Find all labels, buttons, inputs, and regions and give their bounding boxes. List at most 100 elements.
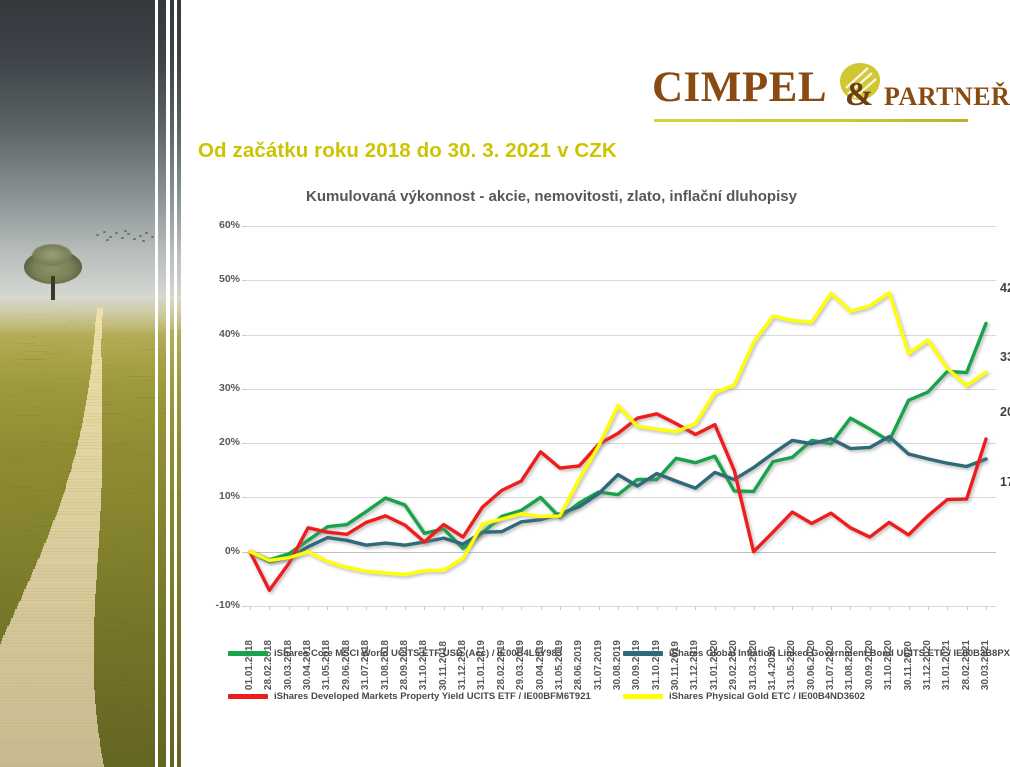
end-value-label: 33,08% (1000, 350, 1010, 364)
bird-glyph (142, 240, 145, 242)
end-value-label: 17,08% (1000, 475, 1010, 489)
y-tick-label: 10% (180, 490, 240, 502)
x-tick-mark (947, 606, 948, 610)
x-tick-mark (695, 606, 696, 610)
stripe-divider-3 (174, 0, 177, 767)
x-tick-mark (870, 606, 871, 610)
slide-canvas: CIMPEL & PARTNEŘI Od začátku roku 2018 d… (0, 0, 1010, 767)
x-tick-mark (889, 606, 890, 610)
end-value-label: 42,06% (1000, 281, 1010, 295)
y-tick-label: 50% (180, 273, 240, 285)
x-tick-mark (502, 606, 503, 610)
x-tick-mark (657, 606, 658, 610)
x-tick-mark (599, 606, 600, 610)
end-value-label: 20,77% (1000, 405, 1010, 419)
x-tick-mark (269, 606, 270, 610)
x-tick-mark (250, 606, 251, 610)
logo-underline (654, 119, 968, 122)
legend-label: iShares Core MSCI World UCITS ETF USD (A… (274, 648, 562, 659)
x-tick-mark (424, 606, 425, 610)
x-tick-mark (366, 606, 367, 610)
x-tick-mark (967, 606, 968, 610)
x-tick-mark (347, 606, 348, 610)
bird-glyph (145, 232, 148, 234)
y-tick-label: -10% (180, 599, 240, 611)
chart-container: 60%50%40%30%20%10%0%-10% 42,06%17,08%20,… (198, 215, 998, 635)
y-tick-label: 30% (180, 382, 240, 394)
chart-title: Kumulovaná výkonnost - akcie, nemovitost… (306, 188, 797, 205)
legend-color-swatch (623, 651, 663, 656)
x-tick-mark (463, 606, 464, 610)
x-tick-mark (618, 606, 619, 610)
x-tick-mark (560, 606, 561, 610)
legend-item[interactable]: iShares Global Inflation Linked Governme… (623, 648, 1010, 659)
x-tick-mark (773, 606, 774, 610)
y-tick-mark (242, 606, 246, 607)
decorative-photo (0, 0, 188, 767)
bird-glyph (115, 232, 118, 234)
x-tick-mark (386, 606, 387, 610)
x-tick-mark (715, 606, 716, 610)
logo-ampersand: & (845, 78, 873, 112)
bird-glyph (96, 234, 99, 236)
x-tick-mark (754, 606, 755, 610)
company-logo: CIMPEL & PARTNEŘI (652, 64, 970, 126)
stripe-divider-2 (166, 0, 170, 767)
x-tick-mark (637, 606, 638, 610)
logo-word-cimpel: CIMPEL (652, 66, 827, 109)
path-icon (0, 308, 188, 767)
x-tick-mark (579, 606, 580, 610)
birds-icon (96, 230, 156, 244)
y-tick-label: 60% (180, 219, 240, 231)
legend-label: iShares Developed Markets Property Yield… (274, 691, 591, 702)
series-lines (246, 226, 996, 606)
legend-color-swatch (228, 651, 268, 656)
tree-canopy-highlight (32, 244, 72, 266)
series-line-2 (250, 414, 986, 590)
legend-item[interactable]: iShares Physical Gold ETC / IE00B4ND3602 (623, 691, 865, 702)
bird-glyph (133, 238, 136, 240)
y-tick-label: 40% (180, 328, 240, 340)
x-tick-mark (850, 606, 851, 610)
tree-trunk (51, 276, 55, 300)
x-tick-mark (676, 606, 677, 610)
x-tick-mark (521, 606, 522, 610)
y-tick-label: 20% (180, 436, 240, 448)
x-tick-mark (444, 606, 445, 610)
x-tick-mark (986, 606, 987, 610)
x-tick-mark (831, 606, 832, 610)
legend-color-swatch (623, 694, 663, 699)
x-tick-mark (812, 606, 813, 610)
series-line-1 (250, 437, 986, 562)
bird-glyph (127, 233, 130, 235)
x-tick-mark (308, 606, 309, 610)
legend-label: iShares Physical Gold ETC / IE00B4ND3602 (669, 691, 865, 702)
x-tick-mark (928, 606, 929, 610)
x-tick-mark (541, 606, 542, 610)
bird-glyph (139, 235, 142, 237)
plot-area: 60% 50% 40% 30% 20% 10% 0% -10% 42,06% 17,08% 20,… (246, 226, 996, 606)
logo-word-partneri: PARTNEŘI (884, 84, 1010, 110)
legend-item[interactable]: iShares Developed Markets Property Yield… (228, 691, 591, 702)
y-tick-label: 0% (180, 545, 240, 557)
x-tick-mark (289, 606, 290, 610)
bird-glyph (109, 236, 112, 238)
gridline--10 (246, 606, 996, 607)
stripe-divider-1 (155, 0, 158, 767)
page-title: Od začátku roku 2018 do 30. 3. 2021 v CZ… (198, 139, 617, 163)
x-tick-mark (734, 606, 735, 610)
legend-label: iShares Global Inflation Linked Governme… (669, 648, 1010, 659)
chart-legend: iShares Core MSCI World UCITS ETF USD (A… (198, 648, 998, 728)
bird-glyph (151, 236, 154, 238)
bird-glyph (103, 231, 106, 233)
x-tick-mark (792, 606, 793, 610)
legend-color-swatch (228, 694, 268, 699)
bird-glyph (124, 230, 127, 232)
x-tick-mark (405, 606, 406, 610)
x-tick-mark (909, 606, 910, 610)
x-tick-mark (482, 606, 483, 610)
legend-item[interactable]: iShares Core MSCI World UCITS ETF USD (A… (228, 648, 562, 659)
bird-glyph (121, 237, 124, 239)
bird-glyph (106, 239, 109, 241)
x-tick-mark (327, 606, 328, 610)
